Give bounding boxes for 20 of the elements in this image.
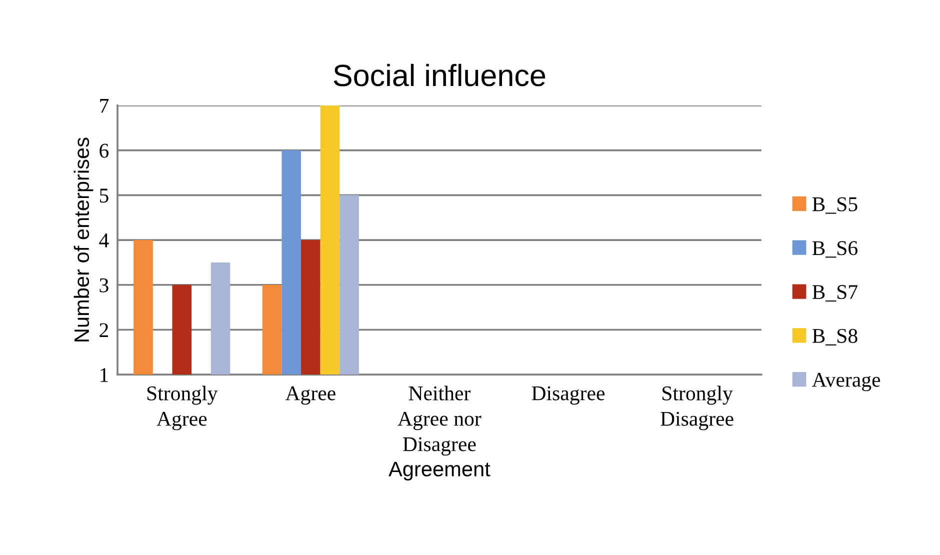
y-tick-label: 3: [100, 278, 108, 292]
legend-label: B_S5: [812, 197, 858, 214]
legend-label: B_S6: [812, 241, 858, 258]
legend-label: B_S7: [812, 285, 858, 302]
y-axis-title: Number of enterprises: [74, 138, 94, 342]
y-tick-label: 7: [100, 99, 109, 113]
x-axis-title: Agreement: [388, 462, 490, 481]
x-tick-label: Neither Agree nor Disagree: [398, 386, 482, 456]
chart-title: Social influence: [334, 64, 546, 86]
y-tick-label: 4: [99, 234, 109, 248]
x-tick-label: Strongly Agree: [147, 386, 218, 430]
x-tick-label: Agree: [285, 386, 336, 405]
x-tick-label: Disagree: [532, 386, 605, 405]
y-tick-label: 1: [100, 368, 108, 382]
y-tick-label: 5: [100, 188, 108, 203]
y-tick-label: 6: [100, 144, 109, 158]
y-tick-label: 2: [100, 323, 108, 337]
legend-label: B_S8: [812, 328, 858, 346]
x-tick-label: Strongly Disagree: [660, 386, 734, 430]
legend-label: Average: [812, 372, 880, 392]
